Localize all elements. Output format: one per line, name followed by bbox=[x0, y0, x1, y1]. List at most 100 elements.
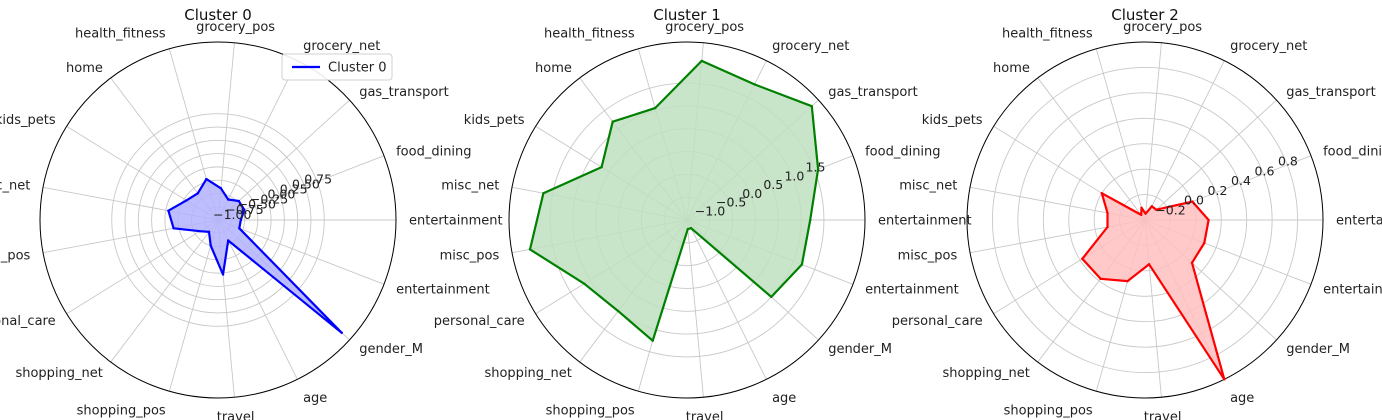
category-label-gender-m: gender_M bbox=[359, 342, 423, 357]
data-point-kids-pets bbox=[600, 165, 603, 169]
category-label-entertainment: entertainment bbox=[865, 283, 959, 298]
category-label-home: home bbox=[66, 61, 103, 76]
spoke-line bbox=[1144, 60, 1225, 221]
category-label-entertainment: entertainment bbox=[878, 214, 972, 229]
category-label-kids-pets: kids_pets bbox=[0, 113, 56, 128]
legend: Cluster 0 bbox=[281, 53, 393, 81]
category-label-personal-care: personal_care bbox=[0, 314, 56, 329]
data-point-shopping-net bbox=[1099, 277, 1102, 281]
data-point-gender-m bbox=[1190, 261, 1194, 265]
data-point-health-fitness bbox=[1140, 206, 1143, 209]
spoke-line bbox=[686, 219, 704, 398]
data-point-entertainment bbox=[809, 218, 812, 222]
category-label-gender-m: gender_M bbox=[1286, 342, 1350, 357]
data-point-gender-m bbox=[770, 295, 773, 299]
category-label-age: age bbox=[303, 391, 327, 406]
data-point-age bbox=[226, 239, 230, 242]
spoke-line bbox=[1144, 99, 1277, 221]
radial-tick-label: 0.2 bbox=[1208, 183, 1228, 198]
radial-tick-label: −0.2 bbox=[1155, 202, 1185, 217]
category-label-age: age bbox=[772, 391, 796, 406]
category-label-misc-pos: misc_pos bbox=[898, 249, 958, 264]
data-point-shopping-pos bbox=[1126, 279, 1129, 283]
category-label-food-dining: food_dining bbox=[1323, 145, 1382, 160]
category-label-gas-transport: gas_transport bbox=[1286, 85, 1376, 100]
category-label-misc-net: misc_net bbox=[441, 178, 499, 193]
category-label-gas-transport: gas_transport bbox=[828, 85, 918, 100]
data-point-personal-care bbox=[198, 229, 202, 233]
data-point-grocery-net bbox=[1150, 205, 1154, 208]
spoke-line bbox=[66, 219, 219, 315]
category-label-misc-net: misc_net bbox=[899, 178, 957, 193]
category-label-gender-m: gender_M bbox=[828, 342, 892, 357]
series-line bbox=[167, 178, 343, 334]
data-point-food-dining bbox=[243, 208, 246, 212]
radial-tick-label: 0.6 bbox=[1255, 163, 1275, 178]
data-point-gas-transport bbox=[237, 199, 241, 203]
chart-title: Cluster 2 bbox=[1111, 6, 1179, 24]
category-label-personal-care: personal_care bbox=[434, 314, 525, 329]
spoke-line bbox=[168, 219, 219, 392]
data-point-personal-care bbox=[1081, 257, 1084, 261]
data-point-entertainment bbox=[238, 227, 241, 230]
polar-frame bbox=[508, 41, 866, 399]
category-label-entertainment: entertainment bbox=[1336, 214, 1382, 229]
data-point-grocery-net bbox=[226, 198, 230, 201]
spoke-line bbox=[110, 219, 219, 363]
category-label-travel: travel bbox=[686, 410, 724, 420]
category-label-entertainment: entertainment bbox=[1323, 283, 1382, 298]
category-label-grocery-pos: grocery_pos bbox=[196, 20, 275, 35]
category-label-kids-pets: kids_pets bbox=[922, 113, 983, 128]
data-point-entertainment bbox=[239, 218, 243, 222]
legend-entry: Cluster 0 bbox=[328, 61, 387, 76]
category-label-misc-net: misc_net bbox=[0, 178, 30, 193]
category-label-shopping-net: shopping_net bbox=[942, 366, 1029, 381]
spoke-line bbox=[686, 219, 767, 380]
category-label-food-dining: food_dining bbox=[396, 145, 471, 160]
data-point-home bbox=[611, 120, 614, 123]
chart-title: Cluster 0 bbox=[184, 6, 252, 24]
radial-tick-label: −0.25 bbox=[250, 192, 288, 207]
category-label-grocery-net: grocery_net bbox=[1230, 39, 1307, 54]
radial-tick-label: 0.8 bbox=[1278, 154, 1298, 169]
category-label-entertainment: entertainment bbox=[409, 214, 503, 229]
data-point-age bbox=[1223, 378, 1226, 381]
data-point-kids-pets bbox=[185, 199, 188, 202]
category-label-health-fitness: health_fitness bbox=[1002, 26, 1093, 41]
data-point-misc-net bbox=[542, 191, 545, 195]
data-point-food-dining bbox=[1191, 200, 1194, 203]
category-label-kids-pets: kids_pets bbox=[464, 113, 525, 128]
category-label-age: age bbox=[1230, 391, 1254, 406]
category-label-grocery-net: grocery_net bbox=[772, 39, 849, 54]
radial-tick-label: −1.0 bbox=[695, 203, 725, 218]
data-point-grocery-pos bbox=[1144, 212, 1147, 215]
data-point-entertainment bbox=[800, 263, 804, 266]
category-label-entertainment: entertainment bbox=[396, 283, 490, 298]
radial-tick-label: 0.00 bbox=[267, 187, 295, 202]
series-area bbox=[168, 179, 342, 333]
category-label-health-fitness: health_fitness bbox=[544, 26, 635, 41]
spoke-line bbox=[217, 155, 385, 221]
radar-chart-1: Cluster 1 −1.0−0.50.00.51.01.5 entertainme… bbox=[434, 6, 972, 420]
data-point-age bbox=[689, 226, 693, 230]
data-point-misc-net bbox=[167, 209, 170, 212]
data-point-misc-net bbox=[1106, 211, 1109, 215]
radial-grid bbox=[969, 42, 1323, 398]
data-point-gas-transport bbox=[1155, 208, 1158, 211]
data-point-entertainment bbox=[1207, 218, 1210, 222]
data-point-personal-care bbox=[582, 282, 586, 285]
category-label-travel: travel bbox=[1144, 410, 1182, 420]
radial-tick-label: 0.25 bbox=[280, 181, 308, 196]
data-point-home bbox=[1139, 213, 1143, 217]
category-label-gas-transport: gas_transport bbox=[359, 85, 449, 100]
radial-tick-label: −0.75 bbox=[225, 202, 263, 217]
radial-tick-label: 0.0 bbox=[1184, 193, 1204, 208]
data-point-grocery-pos bbox=[219, 187, 223, 190]
data-point-grocery-net bbox=[753, 83, 756, 86]
data-point-misc-pos bbox=[528, 248, 532, 251]
data-point-kids-pets bbox=[1100, 192, 1103, 195]
radial-tick-label: −0.5 bbox=[716, 195, 746, 210]
category-label-misc-pos: misc_pos bbox=[440, 249, 500, 264]
legend-box bbox=[281, 53, 393, 81]
